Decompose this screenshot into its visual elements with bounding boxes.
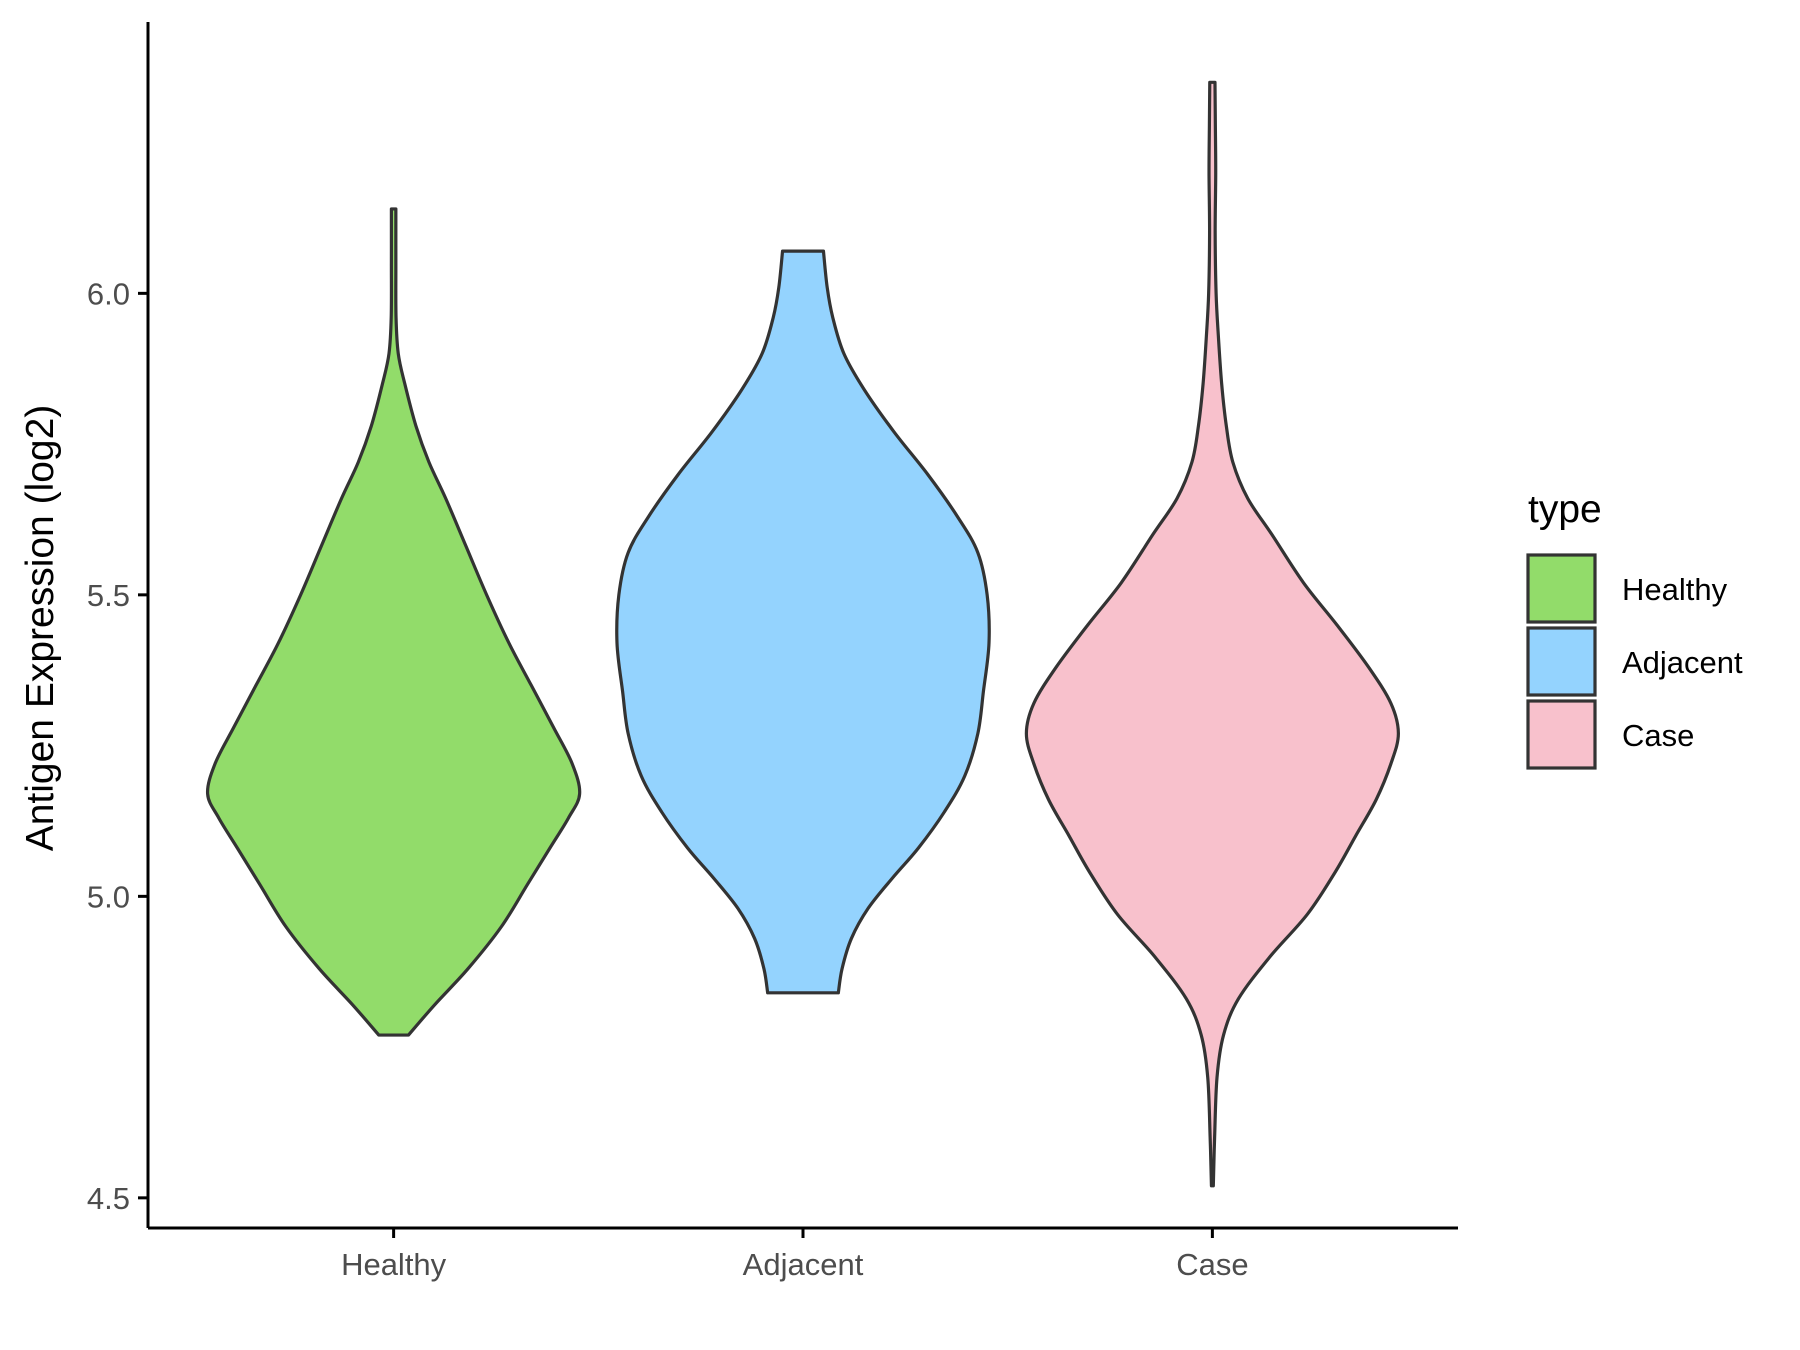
x-tick-label: Healthy	[341, 1247, 447, 1282]
legend-swatch-healthy	[1526, 553, 1597, 624]
x-tick-label: Adjacent	[743, 1247, 864, 1282]
violin-case	[1024, 80, 1400, 1188]
violin-adjacent	[615, 249, 991, 995]
violin-healthy	[205, 207, 582, 1037]
y-tick-label: 5.0	[87, 879, 130, 914]
x-tick-label: Case	[1176, 1247, 1248, 1282]
legend: type Healthy Adjacent Case	[1526, 488, 1743, 770]
x-ticks: Healthy Adjacent Case	[341, 1228, 1249, 1282]
legend-label-case: Case	[1622, 718, 1694, 753]
legend-swatch-adjacent	[1526, 626, 1597, 697]
legend-title: type	[1528, 488, 1602, 531]
legend-label-adjacent: Adjacent	[1622, 645, 1743, 680]
y-tick-label: 4.5	[87, 1181, 130, 1216]
y-tick-label: 5.5	[87, 578, 130, 613]
y-tick-label: 6.0	[87, 276, 130, 311]
y-axis-title: Antigen Expression (log2)	[19, 405, 62, 852]
violins-layer	[205, 80, 1400, 1188]
legend-label-healthy: Healthy	[1622, 572, 1728, 607]
y-ticks: 4.5 5.0 5.5 6.0	[87, 276, 148, 1216]
legend-entries: Healthy Adjacent Case	[1526, 553, 1743, 770]
legend-swatch-case	[1526, 699, 1597, 770]
